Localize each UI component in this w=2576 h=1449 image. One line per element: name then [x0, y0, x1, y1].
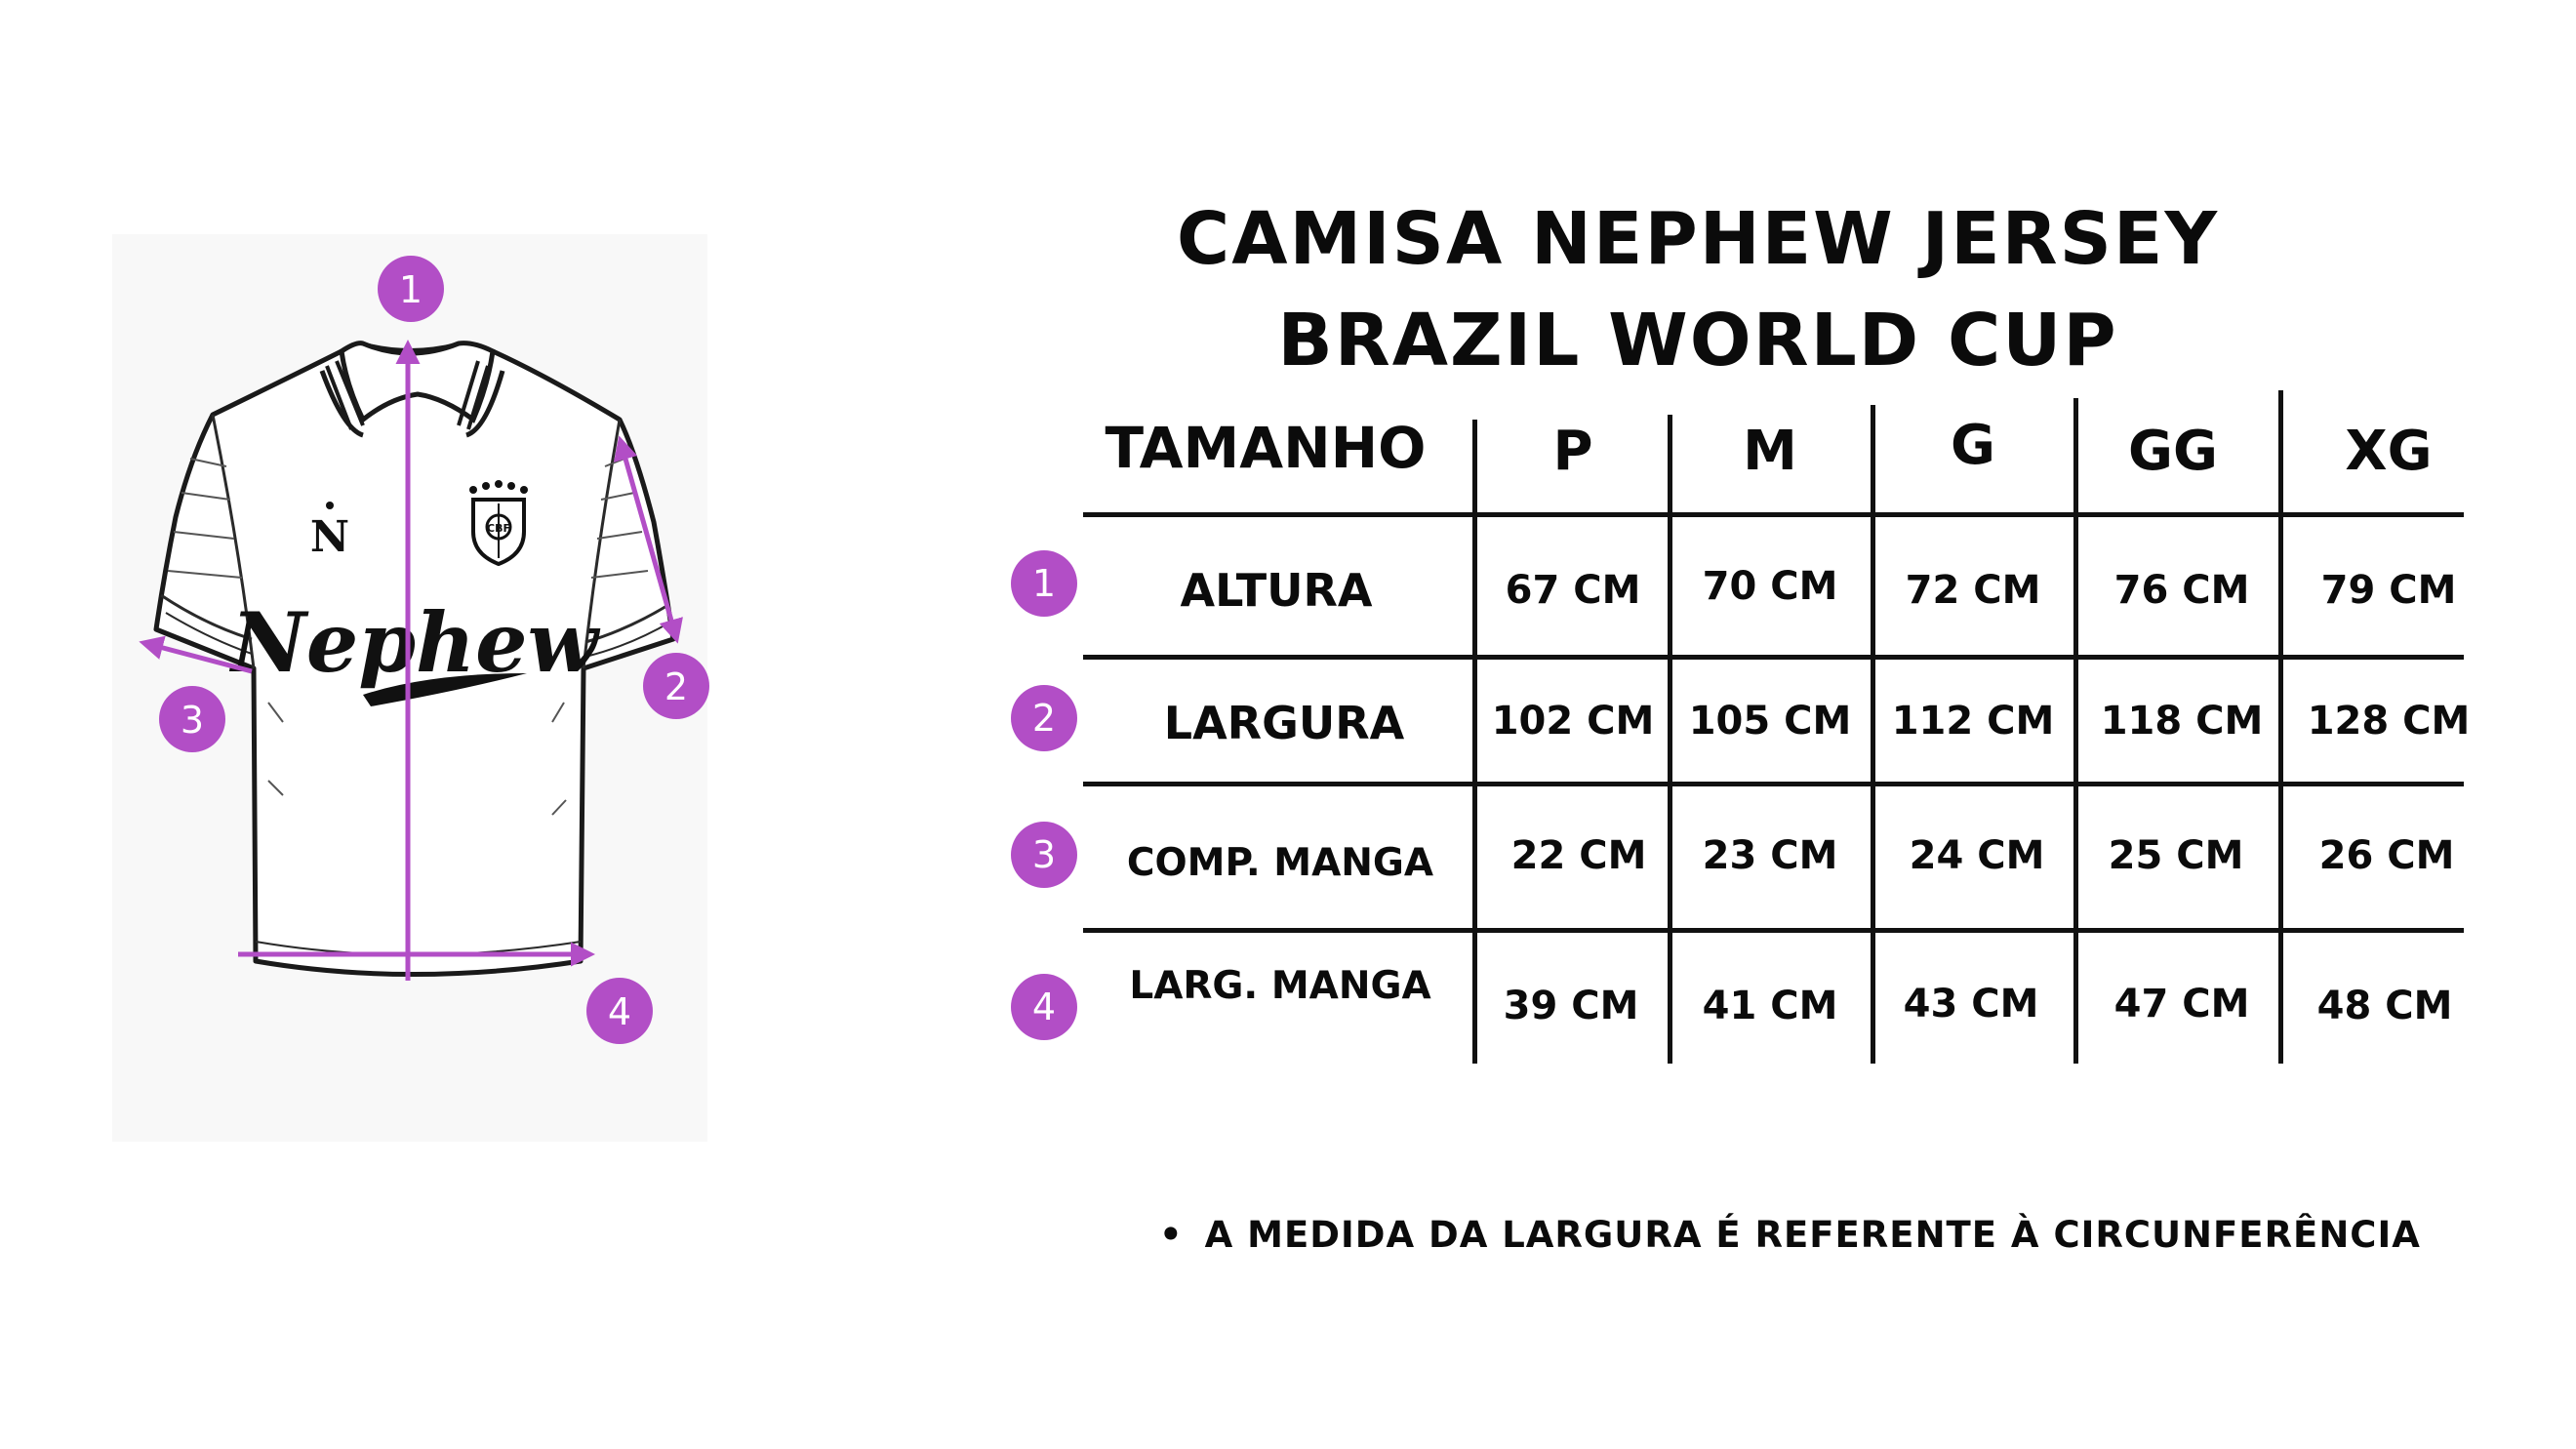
row-badge-1: 1 [1011, 550, 1077, 617]
row-label-larg-manga: LARG. MANGA [1129, 964, 1431, 1008]
table-cell: 76 CM [2113, 568, 2250, 613]
page-title-line-1: CAMISA NEPHEW JERSEY [1176, 197, 2220, 281]
table-cell: 67 CM [1505, 568, 1641, 613]
header-size-xg: XG [2345, 420, 2433, 483]
cbf-crest-icon: CBF [469, 480, 528, 567]
table-cell: 22 CM [1510, 833, 1647, 878]
logo-letter: N [310, 512, 349, 562]
table-cell: 48 CM [2316, 984, 2453, 1028]
header-size-p: P [1552, 420, 1593, 483]
svg-text:3: 3 [181, 699, 204, 742]
jersey-collar [319, 341, 505, 438]
svg-text:4: 4 [608, 990, 631, 1033]
row-badge-4: 4 [1011, 974, 1077, 1040]
table-cell: 43 CM [1903, 982, 2039, 1026]
table-divider [2278, 390, 2283, 1064]
table-divider [1083, 782, 2464, 786]
table-divider [1083, 655, 2464, 660]
marker-4: 4 [586, 978, 653, 1044]
marker-1: 1 [378, 256, 444, 322]
table-cell: 39 CM [1503, 984, 1639, 1028]
bullet-icon: • [1159, 1214, 1184, 1256]
table-cell: 26 CM [2318, 833, 2455, 878]
brand-text: Nephew [228, 594, 600, 691]
table-cell: 70 CM [1702, 564, 1838, 609]
sleeve-width-arrow [614, 435, 683, 644]
table-cell: 25 CM [2108, 833, 2244, 878]
crest-text: CBF [487, 522, 510, 535]
svg-text:2: 2 [664, 665, 688, 708]
measurement-arrows [139, 340, 683, 981]
sleeve-length-arrow [139, 635, 253, 674]
header-size-label: TAMANHO [1105, 415, 1427, 481]
table-cell: 118 CM [2100, 699, 2264, 744]
row-label-altura: ALTURA [1180, 564, 1373, 617]
note-text: A MEDIDA DA LARGURA É REFERENTE À CIRCUN… [1204, 1214, 2421, 1256]
header-size-g: G [1951, 414, 1995, 477]
marker-2: 2 [643, 653, 709, 719]
table-cell: 72 CM [1905, 568, 2041, 613]
marker-3: 3 [159, 686, 225, 752]
row-badge-3: 3 [1011, 822, 1077, 888]
table-cell: 112 CM [1891, 699, 2055, 744]
header-size-gg: GG [2128, 420, 2218, 483]
table-cell: 23 CM [1702, 833, 1838, 878]
table-divider [1472, 420, 1477, 1064]
measurement-note: • A MEDIDA DA LARGURA É REFERENTE À CIRCU… [1159, 1214, 2421, 1256]
page-title-line-2: BRAZIL WORLD CUP [1277, 299, 2118, 382]
row-label-largura: LARGURA [1163, 697, 1405, 749]
table-cell: 102 CM [1491, 699, 1655, 744]
header-size-m: M [1743, 420, 1797, 483]
logo-n-mark: N [310, 502, 349, 562]
table-cell: 47 CM [2113, 982, 2250, 1026]
table-divider [1668, 415, 1672, 1064]
table-divider [2073, 398, 2078, 1064]
nephew-wordmark: Nephew [228, 594, 601, 706]
row-label-comp-manga: COMP. MANGA [1126, 841, 1434, 885]
table-cell: 105 CM [1688, 699, 1852, 744]
table-cell: 79 CM [2320, 568, 2457, 613]
table-cell: 24 CM [1909, 833, 2045, 878]
table-divider [1083, 928, 2464, 933]
table-divider [1083, 512, 2464, 517]
table-cell: 41 CM [1702, 984, 1838, 1028]
jersey-illustration: N CBF Nephew 1 2 3 4 [112, 234, 709, 1142]
table-cell: 128 CM [2307, 699, 2471, 744]
svg-text:1: 1 [399, 268, 423, 311]
table-divider [1871, 405, 1875, 1064]
row-badge-2: 2 [1011, 685, 1077, 751]
